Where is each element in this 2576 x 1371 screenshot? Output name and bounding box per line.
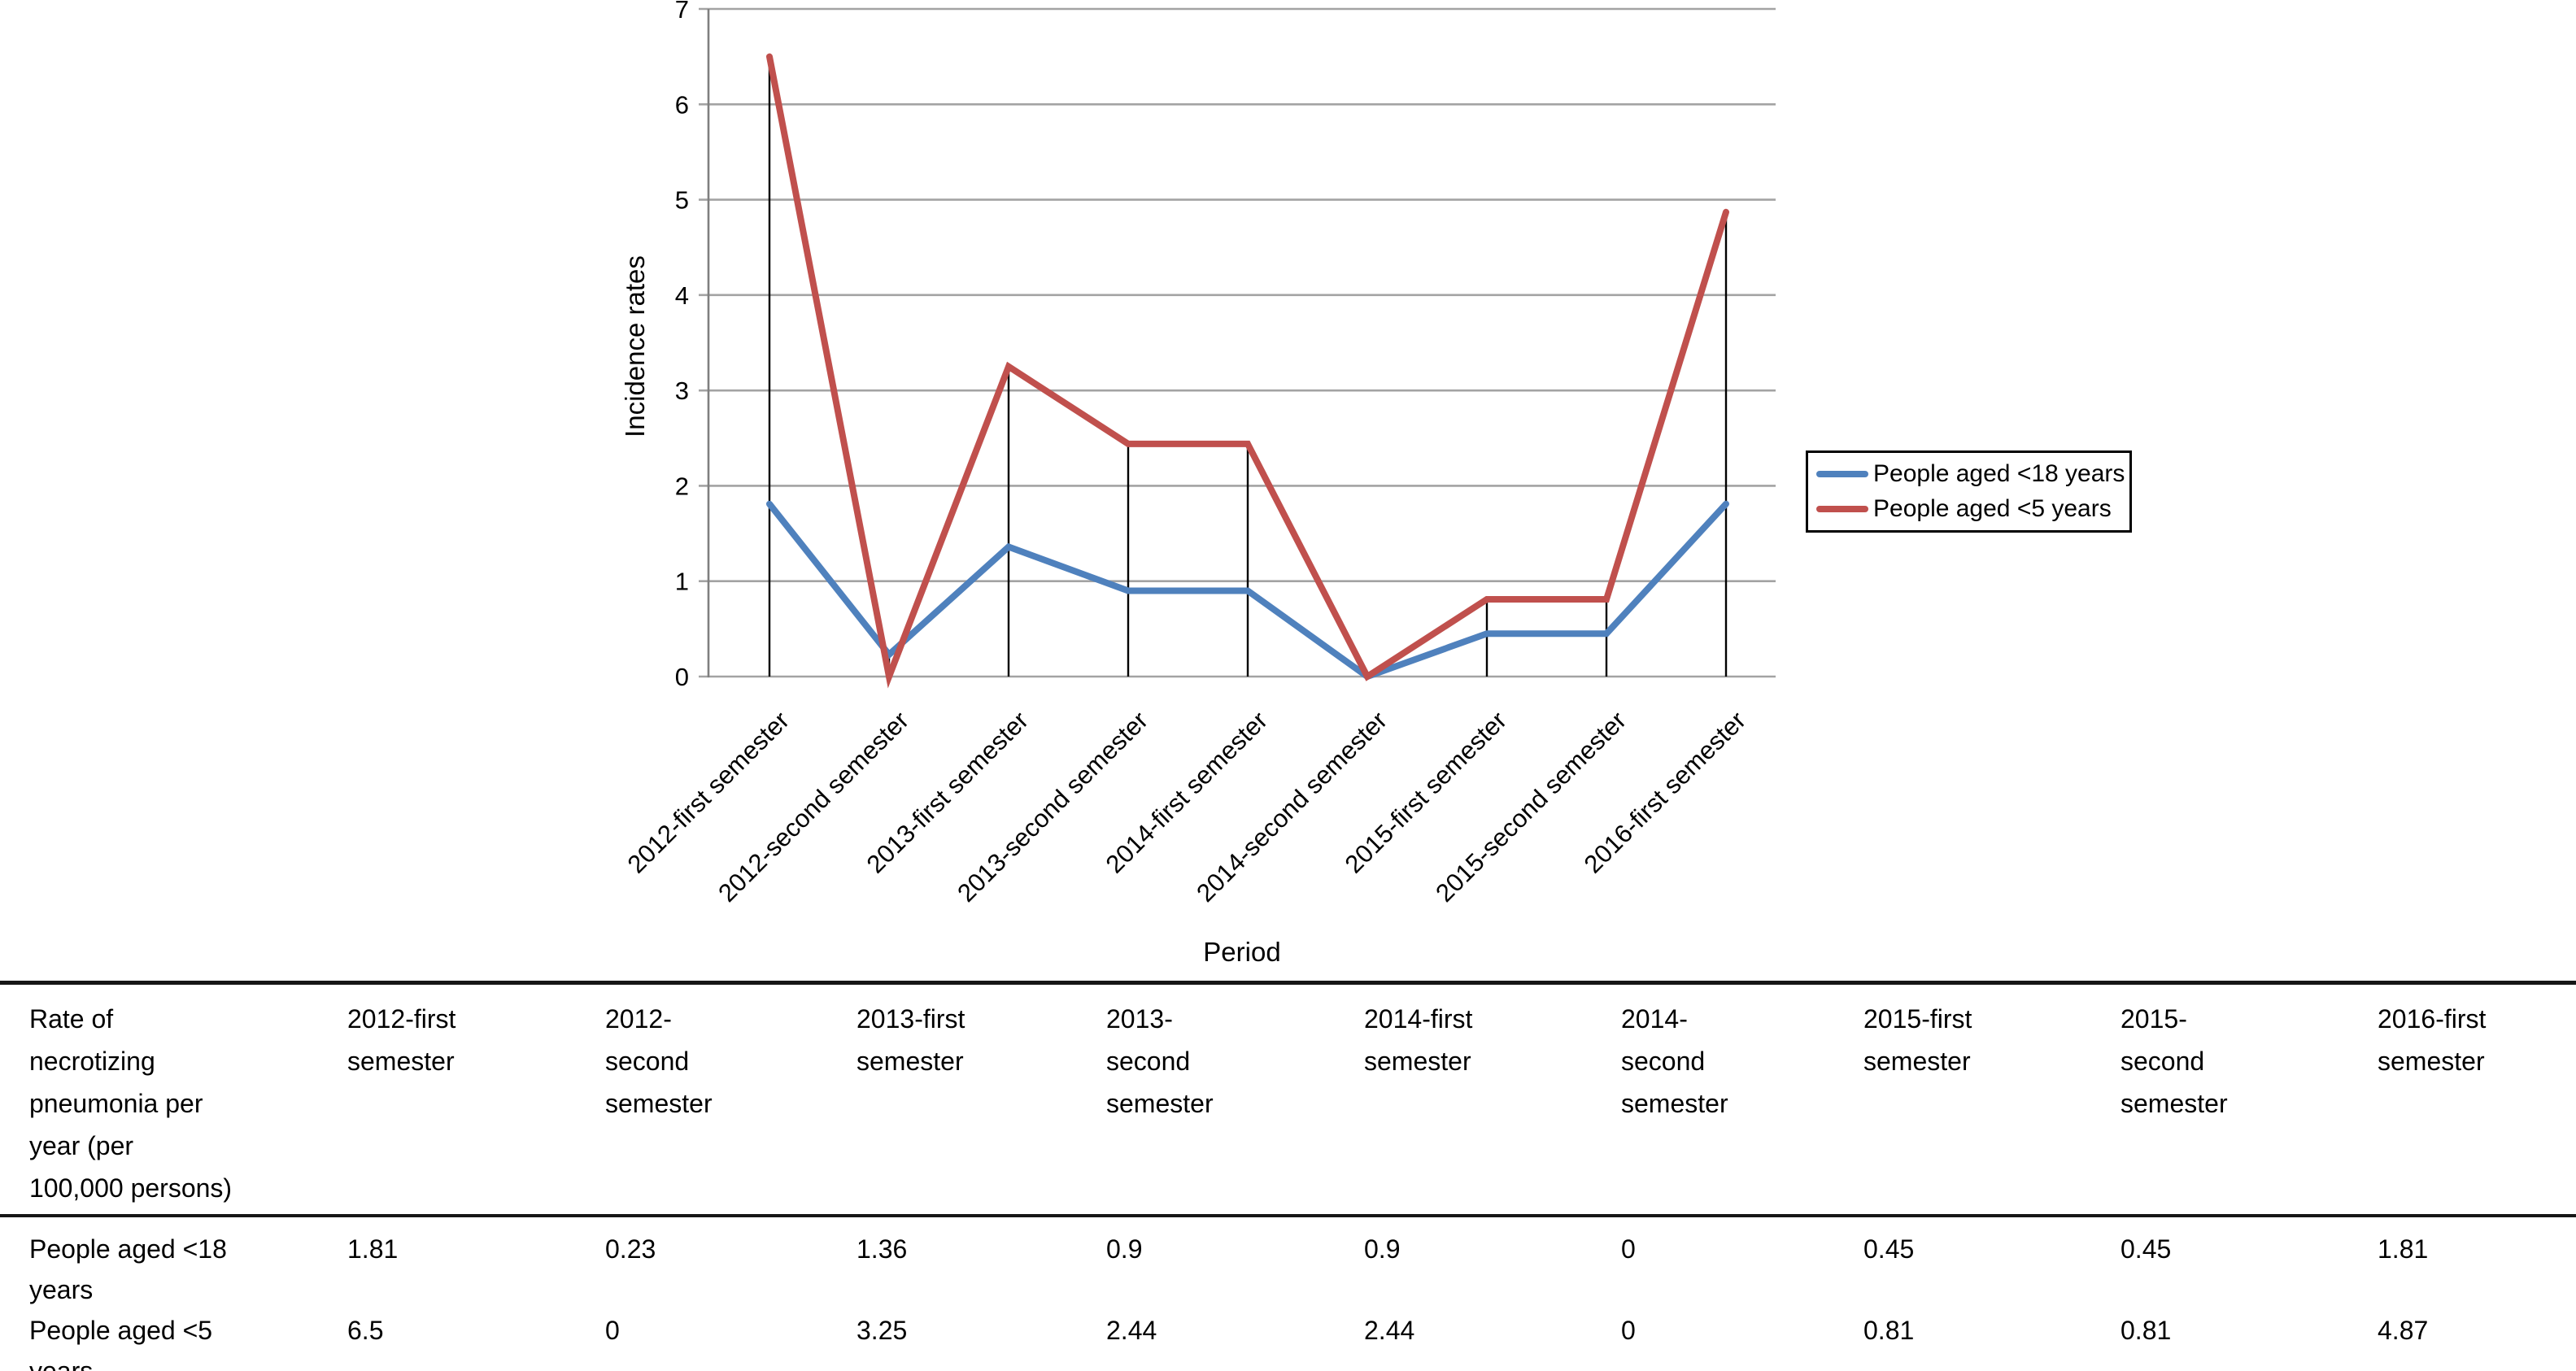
y-tick-label: 7: [675, 0, 689, 24]
y-tick-label: 4: [675, 281, 689, 310]
rates-table-body: People aged <18 years 1.81 0.23 1.36 0.9 0.9 0…: [0, 1217, 2576, 1371]
cell-value: 0: [1621, 1316, 1636, 1345]
chart-legend: People aged <18 years People aged <5 yea…: [1806, 450, 2132, 533]
column-header: 2012-first semester: [347, 1004, 456, 1076]
y-tick-label: 6: [675, 90, 689, 119]
series-line-under5: [766, 53, 1729, 689]
cell-value: 0.81: [2121, 1316, 2172, 1345]
cell-value: 0: [1621, 1234, 1636, 1264]
y-tick-label: 0: [675, 663, 689, 691]
cell-value: 1.36: [856, 1234, 908, 1264]
x-tick-label: 2015-second semester: [1430, 706, 1632, 907]
x-axis-title: Period: [1203, 937, 1280, 967]
x-tick-label: 2012-second semester: [713, 706, 914, 907]
cell-value: 0.9: [1106, 1234, 1143, 1264]
column-header: 2012-second semester: [605, 1004, 713, 1118]
column-header: 2014-first semester: [1364, 1004, 1473, 1076]
column-header: 2013-first semester: [856, 1004, 965, 1076]
column-header: 2013-second semester: [1106, 1004, 1214, 1118]
series-line-under18: [766, 500, 1729, 681]
legend-item-under5: People aged <5 years: [1816, 495, 2126, 523]
rates-table-header: Rate of necrotizing pneumonia per year (…: [0, 981, 2576, 1217]
column-header: 2015-first semester: [1863, 1004, 1972, 1076]
legend-item-under18: People aged <18 years: [1816, 460, 2126, 488]
x-tick-label: 2014-second semester: [1191, 706, 1393, 907]
cell-value: 0.23: [605, 1234, 656, 1264]
cell-value: 1.81: [347, 1234, 399, 1264]
rates-table: Rate of necrotizing pneumonia per year (…: [0, 981, 2576, 1371]
y-axis-title: Incidence rates: [620, 255, 650, 437]
cell-value: 0.45: [2121, 1234, 2172, 1264]
cell-value: 0.9: [1364, 1234, 1401, 1264]
column-header: 2016-first semester: [2378, 1004, 2487, 1076]
cell-value: 3.25: [856, 1316, 908, 1345]
row-label: People aged <5 years: [29, 1316, 213, 1371]
cell-value: 0: [605, 1316, 620, 1345]
table-title-header: Rate of necrotizing pneumonia per year (…: [29, 1004, 233, 1203]
legend-label-under5: People aged <5 years: [1873, 495, 2112, 523]
legend-swatch-under18-icon: [1816, 470, 1868, 477]
column-header: 2015-second semester: [2121, 1004, 2228, 1118]
cell-value: 6.5: [347, 1316, 384, 1345]
y-tick-label: 3: [675, 376, 689, 405]
cell-value: 4.87: [2378, 1316, 2429, 1345]
cell-value: 1.81: [2378, 1234, 2429, 1264]
column-header: 2014-second semester: [1621, 1004, 1728, 1118]
row-label: People aged <18 years: [29, 1234, 227, 1304]
y-tick-label: 5: [675, 186, 689, 215]
cell-value: 0.81: [1863, 1316, 1915, 1345]
legend-label-under18: People aged <18 years: [1873, 459, 2125, 487]
cell-value: 2.44: [1364, 1316, 1415, 1345]
legend-swatch-under5-icon: [1816, 506, 1868, 513]
y-tick-label: 2: [675, 472, 689, 500]
cell-value: 2.44: [1106, 1316, 1157, 1345]
x-tick-label: 2013-second semester: [952, 706, 1153, 907]
y-tick-label: 1: [675, 568, 689, 596]
cell-value: 0.45: [1863, 1234, 1915, 1264]
